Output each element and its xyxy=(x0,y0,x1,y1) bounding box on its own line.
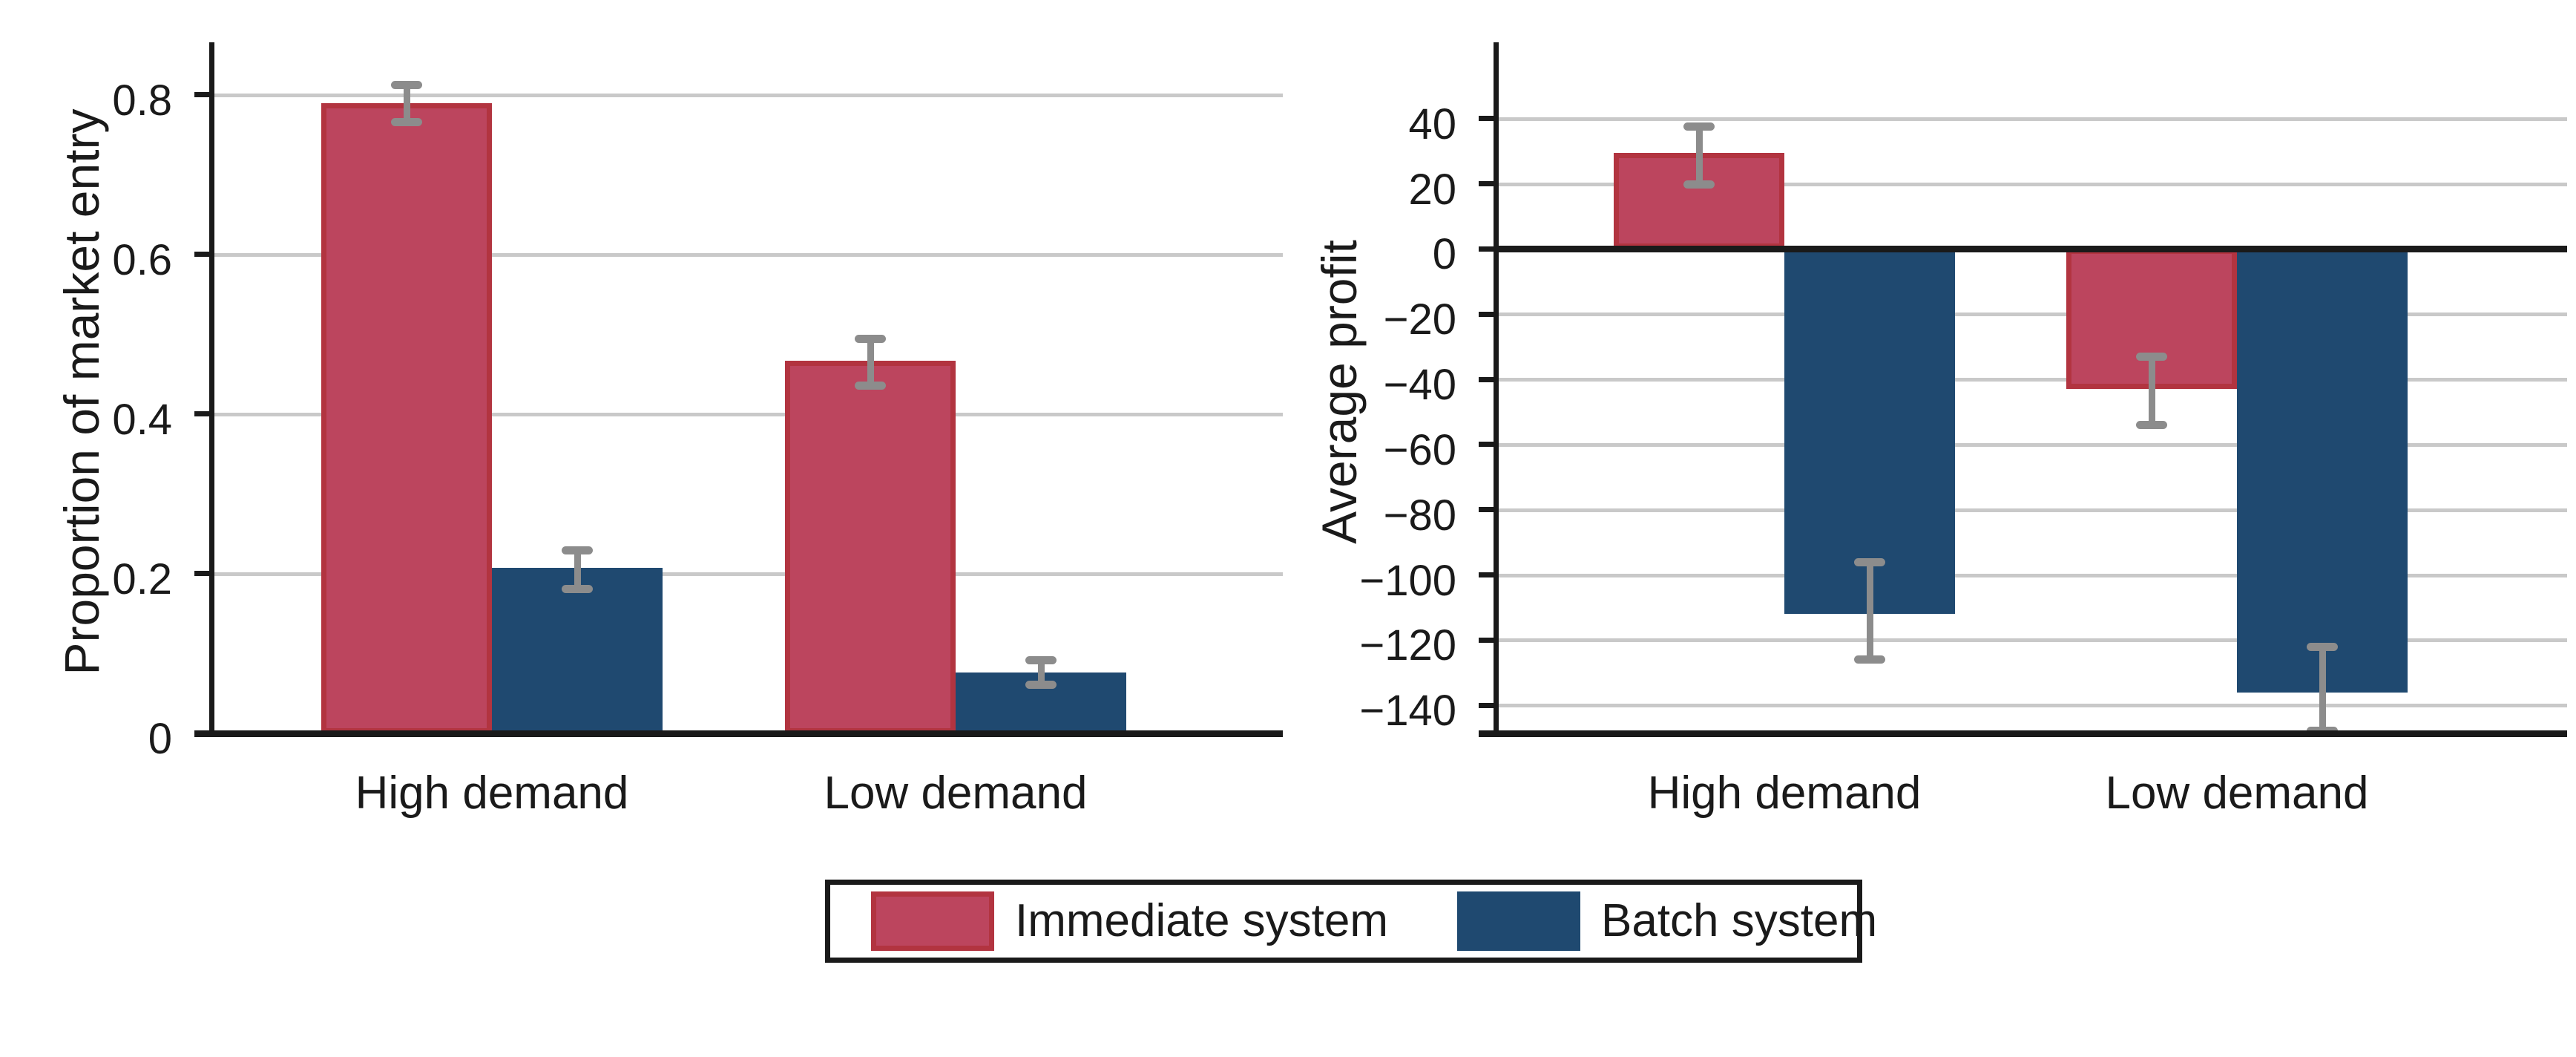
left-panel-y-axis-line xyxy=(209,42,214,737)
left-panel-high-demand-immediate-system-error-bar-top-cap xyxy=(391,80,422,89)
right-panel-high-demand-immediate-system-error-bar-bottom-cap xyxy=(1683,180,1715,189)
left-panel-high-demand-batch-system-error-bar-top-cap xyxy=(562,546,593,554)
left-panel-gridline xyxy=(209,572,1283,576)
left-panel-high-demand-immediate-system-error-bar-bottom-cap xyxy=(391,117,422,126)
right-panel-y-tick xyxy=(1479,246,1494,252)
right-panel-y-tick xyxy=(1479,572,1494,578)
right-panel-category-label-high-demand: High demand xyxy=(1647,768,1922,819)
left-panel-category-label-high-demand: High demand xyxy=(355,768,629,819)
legend-item-immediate-system: Immediate system xyxy=(871,885,1388,958)
right-panel-low-demand-batch-system-bar xyxy=(2237,249,2408,693)
left-panel-high-demand-batch-system-error-bar xyxy=(574,549,581,590)
left-panel-low-demand-immediate-system-bar xyxy=(785,360,956,733)
left-panel-y-tick xyxy=(194,92,209,98)
right-panel-zero-line xyxy=(1494,246,2567,253)
left-panel-low-demand-batch-system-error-bar-bottom-cap xyxy=(1025,681,1057,690)
right-panel-gridline xyxy=(1494,378,2567,382)
left-panel-gridline xyxy=(209,93,1283,97)
legend-label-immediate-system: Immediate system xyxy=(1015,895,1389,946)
right-panel-low-demand-batch-system-error-bar-top-cap xyxy=(2307,643,2338,652)
right-panel-gridline xyxy=(1494,442,2567,447)
left-panel-low-demand-immediate-system-error-bar-bottom-cap xyxy=(855,382,886,390)
left-panel-high-demand-immediate-system-error-bar xyxy=(403,84,410,122)
left-panel-high-demand-batch-system-bar xyxy=(492,568,663,733)
left-panel-category-label-low-demand: Low demand xyxy=(824,768,1088,819)
right-panel-gridline xyxy=(1494,704,2567,708)
right-panel-y-tick xyxy=(1479,181,1494,187)
right-panel-y-tick-label: −60 xyxy=(1383,425,1456,474)
left-panel-gridline xyxy=(209,412,1283,416)
right-panel-high-demand-batch-system-error-bar-bottom-cap xyxy=(1854,655,1885,664)
right-panel-y-tick xyxy=(1479,116,1494,122)
left-panel-y-tick-label: 0.2 xyxy=(112,554,172,603)
legend-swatch-batch-system xyxy=(1457,891,1580,951)
left-y-axis-title: Proportion of market entry xyxy=(54,108,109,675)
right-panel-high-demand-batch-system-bar xyxy=(1784,249,1955,615)
left-panel-y-tick xyxy=(194,730,209,736)
right-panel-high-demand-batch-system-error-bar-top-cap xyxy=(1854,558,1885,566)
right-panel-gridline xyxy=(1494,117,2567,121)
legend: Immediate system Batch system xyxy=(825,880,1877,963)
right-panel-category-label-low-demand: Low demand xyxy=(2105,768,2369,819)
right-panel-y-tick-label: 40 xyxy=(1408,99,1456,148)
left-panel-low-demand-immediate-system-error-bar xyxy=(867,338,874,387)
right-panel-y-tick-label: −100 xyxy=(1359,556,1456,605)
legend-swatch-immediate-system xyxy=(871,891,994,951)
right-panel-y-axis-line xyxy=(1494,42,1499,737)
right-panel-gridline xyxy=(1494,182,2567,186)
right-panel-gridline xyxy=(1494,573,2567,577)
right-panel-y-tick-label: −140 xyxy=(1359,687,1456,736)
right-panel-y-tick-label: −40 xyxy=(1383,361,1456,410)
left-panel-y-tick xyxy=(194,411,209,417)
right-panel-high-demand-batch-system-error-bar xyxy=(1866,562,1873,660)
right-panel-y-tick-label: −80 xyxy=(1383,491,1456,540)
right-panel-y-tick-label: −20 xyxy=(1383,295,1456,344)
right-panel-y-tick xyxy=(1479,376,1494,382)
left-panel-y-tick xyxy=(194,252,209,258)
left-panel-y-tick-label: 0 xyxy=(148,715,172,763)
left-panel-y-tick-label: 0.6 xyxy=(112,235,172,284)
left-panel-x-axis-line xyxy=(194,730,1283,737)
right-panel-x-axis-line xyxy=(1479,730,2567,737)
right-panel-high-demand-immediate-system-error-bar xyxy=(1695,125,1703,186)
left-panel-low-demand-batch-system-error-bar xyxy=(1037,660,1045,686)
right-panel-y-tick-label: −120 xyxy=(1359,621,1456,670)
right-panel-low-demand-immediate-system-error-bar-top-cap xyxy=(2136,353,2167,361)
left-panel-low-demand-immediate-system-error-bar-top-cap xyxy=(855,334,886,343)
right-panel-y-tick-label: 0 xyxy=(1432,230,1456,279)
right-panel-y-tick xyxy=(1479,507,1494,513)
right-panel-low-demand-batch-system-error-bar xyxy=(2319,647,2326,732)
legend-item-batch-system: Batch system xyxy=(1457,885,1877,958)
right-panel-high-demand-immediate-system-error-bar-top-cap xyxy=(1683,122,1715,131)
right-panel-low-demand-immediate-system-error-bar-bottom-cap xyxy=(2136,420,2167,429)
left-panel-y-tick-label: 0.4 xyxy=(112,395,172,444)
left-panel-high-demand-immediate-system-bar xyxy=(321,102,492,733)
right-panel-y-tick xyxy=(1479,702,1494,708)
left-panel-gridline xyxy=(209,252,1283,257)
left-panel-y-tick-label: 0.8 xyxy=(112,76,172,125)
right-panel-gridline xyxy=(1494,508,2567,512)
right-panel-y-tick xyxy=(1479,311,1494,317)
right-panel-y-tick xyxy=(1479,637,1494,643)
right-panel-y-tick-label: 20 xyxy=(1408,165,1456,214)
right-panel-low-demand-immediate-system-error-bar xyxy=(2148,356,2155,425)
left-panel-low-demand-batch-system-error-bar-top-cap xyxy=(1025,656,1057,665)
right-panel-y-tick xyxy=(1479,442,1494,448)
left-panel-y-tick xyxy=(194,571,209,577)
right-panel-gridline xyxy=(1494,312,2567,317)
right-panel-gridline xyxy=(1494,638,2567,643)
legend-label-batch-system: Batch system xyxy=(1601,895,1878,946)
left-panel-high-demand-batch-system-error-bar-bottom-cap xyxy=(562,585,593,594)
